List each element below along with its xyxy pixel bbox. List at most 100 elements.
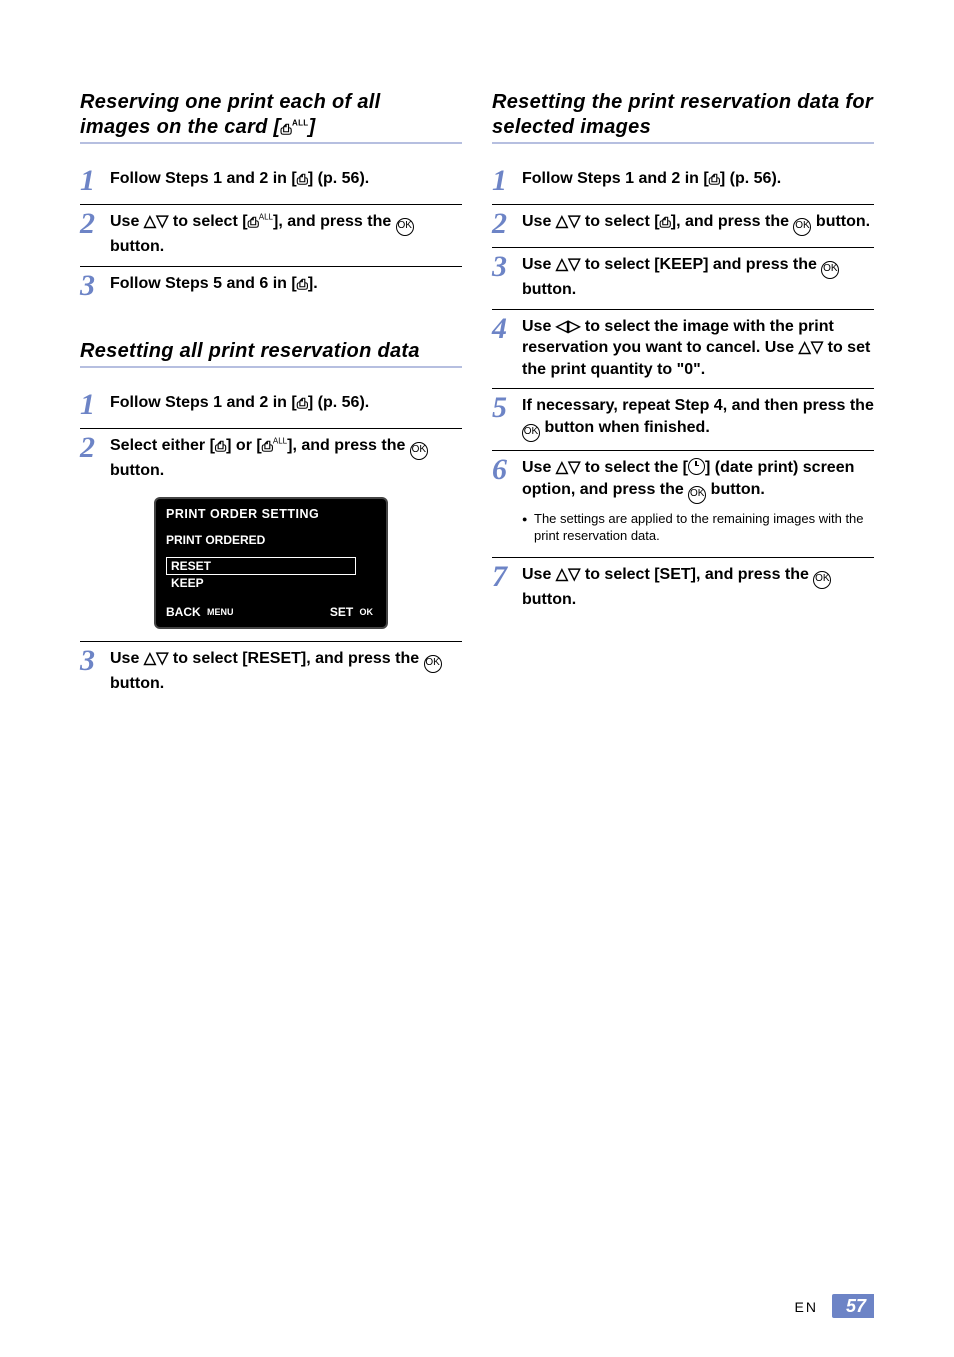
print-icon: ⎙ [709,171,720,187]
step-body: Use to select the [] (date print) screen… [522,457,874,549]
lcd-set-label: SET [330,605,353,619]
step-number: 3 [80,646,110,676]
lcd-back: BACK MENU [166,605,237,619]
step-body: Follow Steps 1 and 2 in [⎙] (p. 56). [110,168,462,190]
note-list: The settings are applied to the remainin… [522,510,874,545]
heading-text: Reserving one print each of all [80,91,380,113]
heading-text: ] [308,116,315,138]
step-row: 6 Use to select the [] (date print) scre… [492,450,874,557]
all-sup: ALL [292,118,308,127]
step-text: ], and press the [273,213,396,230]
step-text: ] (p. 56). [308,394,369,411]
right-arrow-icon [568,318,580,335]
lcd-back-label: BACK [166,605,201,619]
ok-icon: OK [424,655,442,673]
step-text: ]. [308,275,318,292]
ok-pill-icon: OK [357,606,377,618]
up-arrow-icon [556,256,568,273]
print-all-icon: ⎙ [248,214,259,230]
step-text: to select [ [580,213,659,230]
step-row: 1 Follow Steps 1 and 2 in [⎙] (p. 56). [492,162,874,204]
print-icon: ⎙ [297,171,308,187]
step-text: If necessary, repeat Step 4, and then pr… [522,397,874,414]
step-row: 2 Use to select [⎙ALL], and press the OK… [80,204,462,266]
step-number: 7 [492,562,522,592]
ok-icon: OK [522,424,540,442]
ok-icon: OK [396,218,414,236]
step-text: Use [110,213,144,230]
lcd-set: SET OK [330,605,376,619]
step-text: Use [522,256,556,273]
page-footer: EN57 [795,1296,874,1317]
down-arrow-icon [568,566,580,583]
step-body: Use to select [SET], and press the OK bu… [522,564,874,611]
footer-page: 57 [832,1294,874,1318]
step-row: 1 Follow Steps 1 and 2 in [⎙] (p. 56). [80,386,462,428]
ok-icon: OK [821,261,839,279]
up-arrow-icon [144,213,156,230]
heading-reset-selected: Resetting the print reservation data for… [492,90,874,144]
step-number: 3 [492,252,522,282]
print-icon: ⎙ [660,214,671,230]
step-text: ], and press the [287,437,410,454]
step-body: If necessary, repeat Step 4, and then pr… [522,395,874,442]
lcd-option-reset: RESET [166,557,356,575]
step-text: ] or [ [226,437,262,454]
step-text: button. [811,213,870,230]
step-text: to select [SET], and press the [580,566,813,583]
step-row: 4 Use to select the image with the print… [492,309,874,389]
down-arrow-icon [568,213,580,230]
note-item: The settings are applied to the remainin… [522,510,874,545]
step-number: 6 [492,455,522,485]
step-row: 5 If necessary, repeat Step 4, and then … [492,388,874,450]
step-body: Use to select [RESET], and press the OK … [110,648,462,695]
step-row: 7 Use to select [SET], and press the OK … [492,557,874,619]
ok-icon: OK [813,571,831,589]
step-text: Use [522,566,556,583]
lcd-option-keep: KEEP [166,575,376,591]
step-body: Follow Steps 5 and 6 in [⎙]. [110,273,462,295]
heading-reserve-all: Reserving one print each of all images o… [80,90,462,144]
up-arrow-icon [144,650,156,667]
step-row: 1 Follow Steps 1 and 2 in [⎙] (p. 56). [80,162,462,204]
step-body: Use to select the image with the print r… [522,316,874,381]
lcd-subtitle: PRINT ORDERED [166,533,376,547]
ok-icon: OK [688,486,706,504]
step-body: Follow Steps 1 and 2 in [⎙] (p. 56). [522,168,874,190]
step-text: to select [KEEP] and press the [580,256,821,273]
left-arrow-icon [556,318,568,335]
all-sup: ALL [273,436,287,445]
down-arrow-icon [156,650,168,667]
step-text: Follow Steps 1 and 2 in [ [522,170,709,187]
step-text: Use [522,459,556,476]
step-text: ] (p. 56). [308,170,369,187]
step-text: Follow Steps 5 and 6 in [ [110,275,297,292]
lcd-panel: PRINT ORDER SETTING PRINT ORDERED RESET … [156,499,386,627]
up-arrow-icon [556,566,568,583]
up-arrow-icon [556,213,568,230]
lcd-title: PRINT ORDER SETTING [166,507,376,521]
up-arrow-icon [556,459,568,476]
down-arrow-icon [811,339,823,356]
step-row: 3 Use to select [RESET], and press the O… [80,641,462,703]
print-icon: ⎙ [297,395,308,411]
down-arrow-icon [568,256,580,273]
step-text: button. [522,281,576,298]
step-text: button. [706,481,765,498]
step-body: Use to select [KEEP] and press the OK bu… [522,254,874,301]
step-number: 1 [80,390,110,420]
step-number: 5 [492,393,522,423]
step-body: Select either [⎙] or [⎙ALL], and press t… [110,435,462,482]
menu-pill-icon: MENU [204,606,237,618]
print-icon: ⎙ [215,438,226,454]
step-row: 2 Use to select [⎙], and press the OK bu… [492,204,874,247]
step-text: ], and press the [671,213,794,230]
step-body: Use to select [⎙ALL], and press the OK b… [110,211,462,258]
step-text: Use [522,213,556,230]
print-all-icon: ⎙ [262,438,273,454]
up-arrow-icon [799,339,811,356]
step-text: button. [110,238,164,255]
step-number: 2 [80,209,110,239]
step-text: button. [522,591,576,608]
step-row: 2 Select either [⎙] or [⎙ALL], and press… [80,428,462,490]
